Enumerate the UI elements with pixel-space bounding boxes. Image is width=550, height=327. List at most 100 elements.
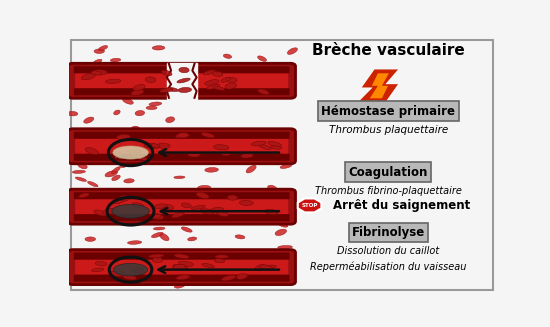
- Ellipse shape: [235, 235, 245, 239]
- Ellipse shape: [160, 233, 169, 241]
- Ellipse shape: [85, 237, 96, 241]
- Ellipse shape: [85, 147, 98, 155]
- Ellipse shape: [133, 84, 145, 91]
- Ellipse shape: [151, 215, 161, 219]
- Ellipse shape: [152, 46, 165, 50]
- Ellipse shape: [139, 149, 141, 150]
- Ellipse shape: [112, 175, 120, 181]
- Text: Coagulation: Coagulation: [349, 166, 428, 179]
- Ellipse shape: [151, 214, 164, 219]
- Ellipse shape: [182, 203, 191, 208]
- Ellipse shape: [166, 117, 174, 123]
- Ellipse shape: [122, 151, 124, 152]
- FancyBboxPatch shape: [74, 192, 289, 199]
- Ellipse shape: [132, 203, 144, 208]
- Ellipse shape: [146, 106, 157, 110]
- Ellipse shape: [93, 59, 102, 64]
- Ellipse shape: [136, 153, 139, 154]
- Ellipse shape: [205, 79, 219, 85]
- Ellipse shape: [214, 259, 225, 263]
- Text: Reperméabilisation du vaisseau: Reperméabilisation du vaisseau: [310, 261, 466, 272]
- Ellipse shape: [178, 261, 194, 266]
- Ellipse shape: [260, 265, 273, 270]
- Ellipse shape: [236, 274, 248, 280]
- Ellipse shape: [174, 254, 189, 258]
- Ellipse shape: [225, 83, 236, 89]
- Ellipse shape: [246, 165, 256, 173]
- Ellipse shape: [151, 144, 160, 147]
- Ellipse shape: [258, 144, 271, 149]
- Ellipse shape: [179, 67, 189, 73]
- Ellipse shape: [112, 167, 120, 174]
- Ellipse shape: [226, 77, 237, 82]
- Ellipse shape: [117, 134, 130, 140]
- Ellipse shape: [153, 227, 165, 230]
- FancyBboxPatch shape: [74, 214, 289, 221]
- Ellipse shape: [167, 88, 178, 92]
- FancyBboxPatch shape: [74, 132, 289, 139]
- Ellipse shape: [174, 176, 185, 179]
- FancyBboxPatch shape: [75, 198, 288, 216]
- Text: Thrombus plaquettaire: Thrombus plaquettaire: [329, 125, 448, 135]
- Ellipse shape: [151, 232, 163, 238]
- Ellipse shape: [271, 146, 282, 149]
- Ellipse shape: [288, 48, 298, 54]
- Ellipse shape: [254, 293, 266, 298]
- Ellipse shape: [149, 102, 162, 106]
- Ellipse shape: [75, 177, 86, 181]
- Ellipse shape: [123, 98, 133, 104]
- Ellipse shape: [174, 282, 186, 288]
- Ellipse shape: [215, 255, 229, 258]
- Text: Arrêt du saignement: Arrêt du saignement: [333, 199, 470, 212]
- Ellipse shape: [131, 90, 144, 95]
- Ellipse shape: [113, 146, 148, 159]
- Ellipse shape: [133, 154, 135, 155]
- Text: Thrombus fibrino-plaquettaire: Thrombus fibrino-plaquettaire: [315, 186, 462, 196]
- Ellipse shape: [130, 151, 132, 152]
- Ellipse shape: [84, 117, 94, 123]
- Ellipse shape: [112, 204, 149, 218]
- FancyBboxPatch shape: [74, 88, 289, 95]
- Ellipse shape: [124, 179, 134, 183]
- Ellipse shape: [112, 151, 123, 157]
- Ellipse shape: [265, 209, 278, 215]
- Ellipse shape: [94, 49, 104, 53]
- Ellipse shape: [201, 132, 214, 138]
- Ellipse shape: [227, 195, 238, 200]
- Ellipse shape: [119, 158, 120, 159]
- FancyBboxPatch shape: [75, 72, 288, 90]
- Ellipse shape: [213, 87, 225, 90]
- Ellipse shape: [204, 70, 216, 75]
- Ellipse shape: [68, 112, 78, 116]
- Ellipse shape: [135, 155, 148, 161]
- Ellipse shape: [114, 110, 120, 115]
- Ellipse shape: [200, 209, 214, 214]
- Ellipse shape: [222, 152, 232, 156]
- Ellipse shape: [211, 207, 223, 212]
- Ellipse shape: [278, 246, 293, 249]
- Ellipse shape: [79, 193, 89, 198]
- Ellipse shape: [202, 263, 214, 267]
- Polygon shape: [370, 73, 389, 98]
- FancyBboxPatch shape: [68, 129, 295, 164]
- Ellipse shape: [280, 164, 292, 168]
- Ellipse shape: [139, 158, 141, 159]
- Ellipse shape: [106, 79, 121, 83]
- Ellipse shape: [133, 155, 136, 156]
- Ellipse shape: [81, 73, 96, 80]
- Ellipse shape: [161, 70, 172, 76]
- Ellipse shape: [191, 205, 206, 209]
- Ellipse shape: [91, 71, 101, 75]
- Ellipse shape: [103, 209, 114, 215]
- Ellipse shape: [144, 143, 159, 149]
- Ellipse shape: [73, 170, 85, 173]
- Ellipse shape: [182, 227, 192, 232]
- Ellipse shape: [212, 71, 223, 77]
- Ellipse shape: [109, 271, 125, 276]
- Ellipse shape: [177, 78, 190, 83]
- Bar: [167, 62, 197, 99]
- Ellipse shape: [173, 265, 186, 270]
- FancyBboxPatch shape: [68, 189, 295, 224]
- Ellipse shape: [239, 200, 254, 205]
- Ellipse shape: [279, 223, 288, 227]
